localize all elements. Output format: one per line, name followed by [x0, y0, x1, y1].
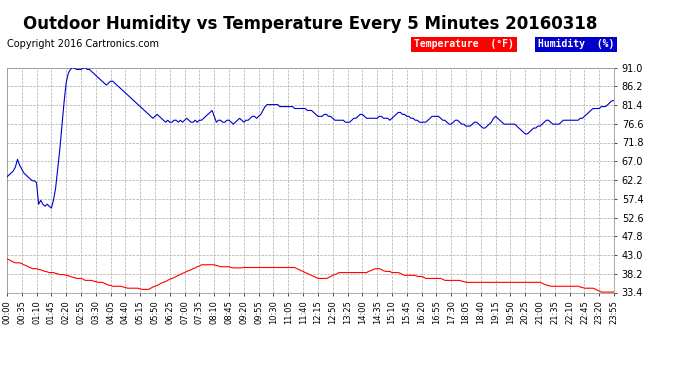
Text: Humidity  (%): Humidity (%): [538, 39, 615, 50]
Text: Temperature  (°F): Temperature (°F): [414, 39, 514, 50]
Text: Copyright 2016 Cartronics.com: Copyright 2016 Cartronics.com: [7, 39, 159, 50]
Text: Outdoor Humidity vs Temperature Every 5 Minutes 20160318: Outdoor Humidity vs Temperature Every 5 …: [23, 15, 598, 33]
